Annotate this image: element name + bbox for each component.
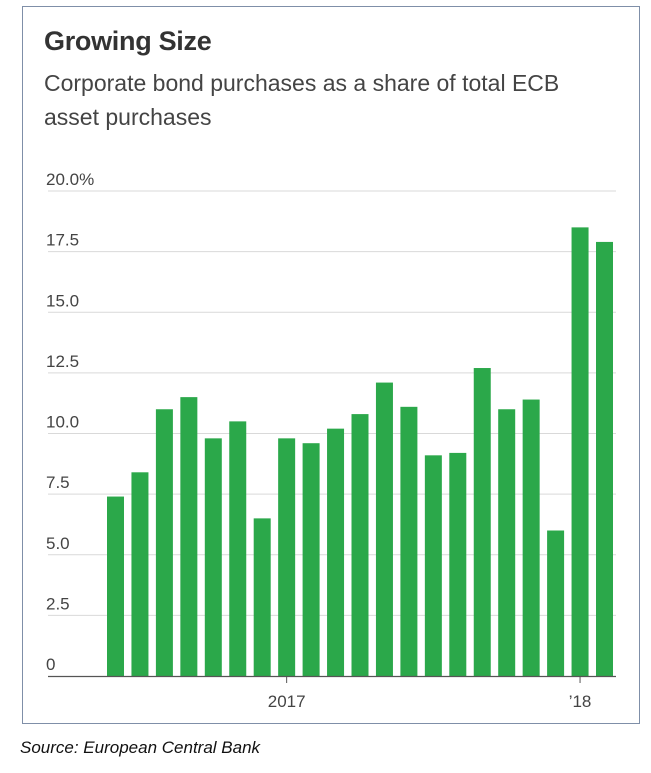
source-note: Source: European Central Bank: [20, 738, 261, 757]
y-tick-label: 0: [46, 655, 55, 674]
y-tick-label: 15.0: [46, 291, 79, 310]
y-tick-label: 20.0%: [46, 170, 94, 189]
chart-subtitle: Corporate bond purchases as a share of t…: [44, 70, 560, 130]
bar: [449, 452, 467, 676]
y-tick-label: 2.5: [46, 594, 70, 613]
bar: [351, 414, 369, 676]
bar: [229, 421, 247, 676]
bar: [253, 518, 271, 676]
bar: [180, 397, 198, 676]
bar: [327, 428, 345, 676]
bar: [107, 496, 124, 676]
bar: [547, 530, 565, 676]
chart-title: Growing Size: [44, 26, 212, 56]
y-tick-label: 17.5: [46, 231, 79, 250]
bar: [400, 406, 418, 676]
y-tick-label: 7.5: [46, 473, 70, 492]
bar: [473, 368, 491, 676]
x-tick-label: 2017: [268, 692, 306, 711]
y-tick-label: 5.0: [46, 534, 70, 553]
bar: [278, 438, 296, 676]
bar: [596, 241, 613, 677]
bar: [424, 455, 442, 676]
x-tick-label: ’18: [569, 692, 592, 711]
y-tick-label: 12.5: [46, 352, 79, 371]
bar: [522, 399, 540, 676]
bar: [375, 382, 393, 676]
bar: [571, 227, 589, 676]
bar: [302, 443, 320, 676]
bar: [131, 472, 149, 676]
y-tick-label: 10.0: [46, 413, 79, 432]
bar: [498, 409, 516, 676]
bar: [155, 409, 173, 676]
bar: [204, 438, 222, 676]
